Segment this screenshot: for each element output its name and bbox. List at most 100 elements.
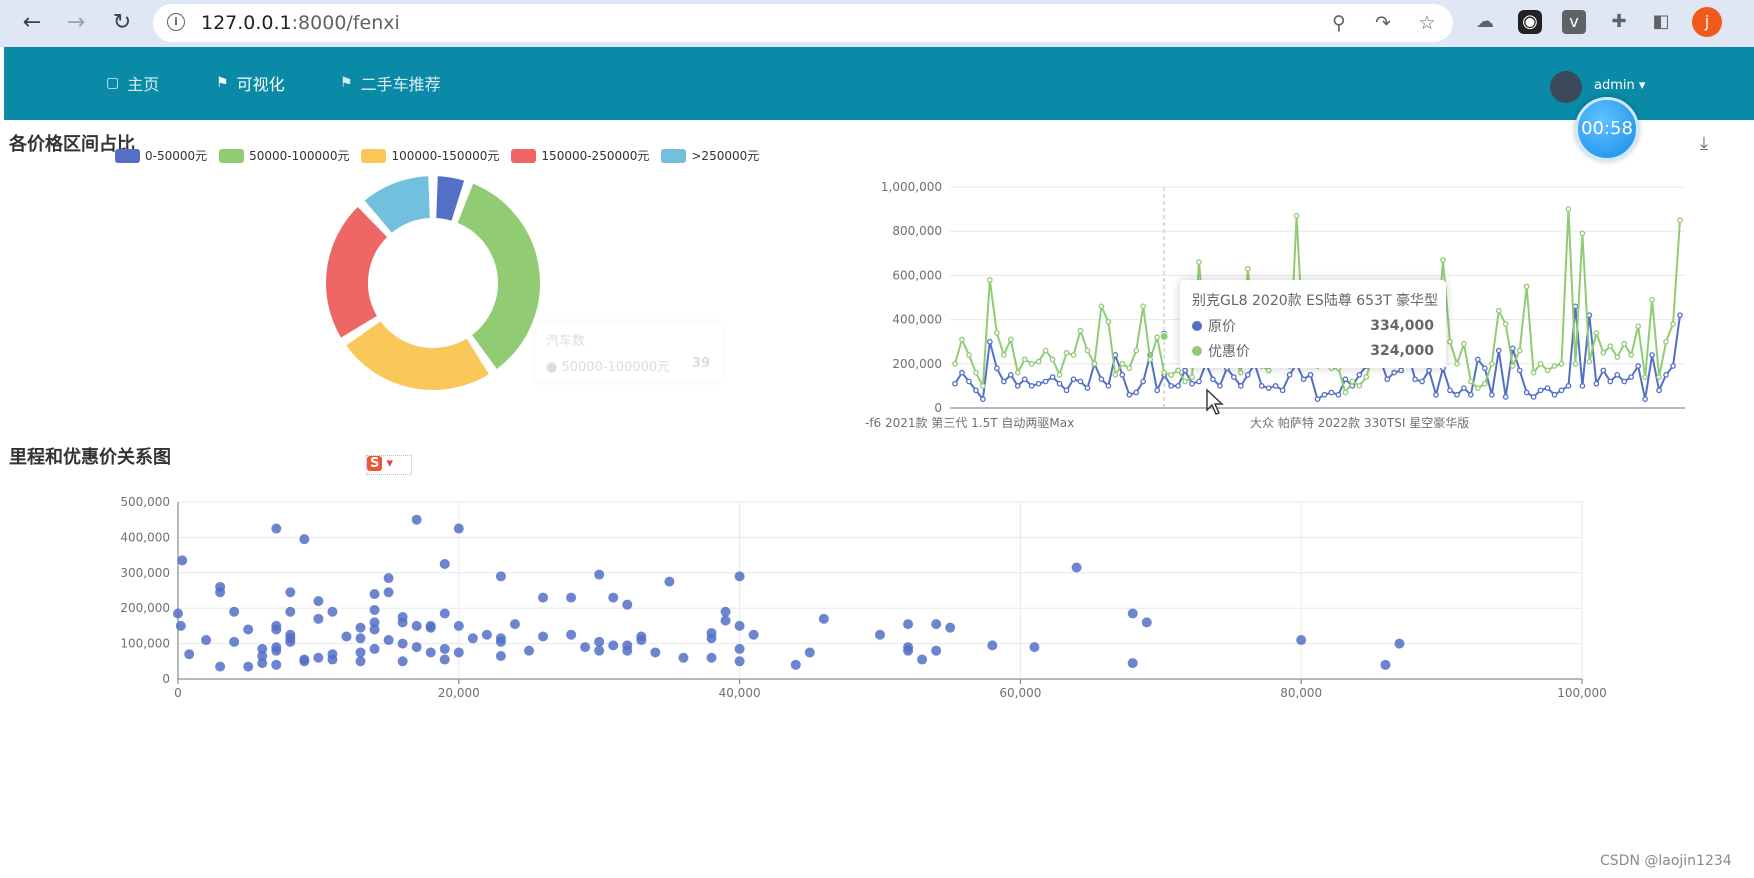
data-point	[1502, 394, 1509, 400]
data-point	[966, 352, 972, 358]
scatter-point	[594, 569, 605, 580]
data-point	[1579, 230, 1586, 237]
data-point	[1189, 380, 1195, 387]
scatter-point	[748, 629, 759, 640]
data-point	[1237, 383, 1244, 389]
data-point	[1321, 391, 1328, 398]
zoom-icon[interactable]: ⚲	[1332, 12, 1346, 34]
scatter-point	[790, 659, 801, 670]
data-point	[1042, 378, 1049, 385]
user-avatar[interactable]	[1550, 71, 1582, 103]
ime-indicator-icon[interactable]: S ▾	[366, 455, 412, 475]
nav-item-recommend[interactable]: ⚑ 二手车推荐	[340, 71, 441, 95]
data-point	[1488, 360, 1495, 367]
data-point	[1196, 378, 1202, 385]
extension-cloud-icon[interactable]: ☁	[1476, 11, 1494, 32]
data-point	[1656, 374, 1662, 380]
scatter-point	[706, 633, 717, 644]
data-point	[1168, 372, 1174, 378]
back-arrow-icon[interactable]: ←	[22, 10, 42, 35]
scatter-point	[734, 643, 745, 654]
nav-item-label: 可视化	[236, 75, 285, 94]
data-point	[952, 360, 958, 367]
scatter-point	[341, 631, 352, 642]
scatter-point	[383, 573, 394, 584]
scatter-point	[313, 596, 324, 607]
y-tick-label: 0	[934, 401, 942, 415]
data-point	[1077, 327, 1084, 334]
share-icon[interactable]: ↷	[1375, 12, 1391, 34]
data-point	[1070, 376, 1077, 383]
site-info-icon[interactable]: i	[167, 13, 185, 31]
tooltip-series: 汽车数	[546, 334, 586, 349]
donut-slice	[362, 174, 432, 236]
extensions-puzzle-icon[interactable]: ✚	[1611, 11, 1627, 32]
scatter-point	[439, 608, 450, 619]
scatter-point	[425, 622, 436, 633]
data-point	[1140, 303, 1147, 310]
data-point	[987, 338, 993, 345]
data-point	[1244, 372, 1251, 378]
scatter-point	[299, 534, 310, 545]
y-tick-label: 500,000	[120, 495, 170, 509]
nav-item-visualization[interactable]: ⚑ 可视化	[216, 71, 285, 95]
data-point	[1000, 352, 1007, 358]
scatter-point	[1296, 635, 1307, 646]
data-point	[1677, 312, 1683, 319]
data-point	[1628, 352, 1635, 358]
x-tick-label: 100,000	[1557, 686, 1607, 700]
scatter-point	[397, 617, 408, 628]
legend-item[interactable]: 50000-100000元	[219, 147, 349, 164]
data-point	[1677, 217, 1683, 224]
scatter-point	[397, 638, 408, 649]
scatter-point	[495, 650, 506, 661]
data-point	[1091, 360, 1098, 367]
bookmark-star-icon[interactable]: ☆	[1418, 12, 1436, 34]
address-bar[interactable]: i 127.0.0.1:8000/fenxi ⚲ ↷ ☆	[153, 4, 1453, 42]
legend-item[interactable]: 150000-250000元	[511, 147, 649, 164]
data-point	[1182, 367, 1188, 374]
forward-arrow-icon[interactable]: →	[66, 10, 86, 35]
legend-swatch	[361, 148, 387, 163]
nav-item-home[interactable]: ▢ 主页	[106, 71, 159, 95]
profile-avatar[interactable]: j	[1692, 7, 1722, 37]
x-tick-label: 20,000	[438, 686, 480, 700]
data-point	[1509, 345, 1516, 352]
extension-v-icon[interactable]: v	[1562, 10, 1586, 34]
extension-glasses-icon[interactable]: ◉	[1518, 10, 1542, 34]
url-text[interactable]: 127.0.0.1:8000/fenxi	[201, 12, 400, 34]
data-point	[1600, 349, 1607, 356]
data-point	[1300, 376, 1307, 383]
scatter-point	[439, 643, 450, 654]
series-dot	[1192, 321, 1202, 331]
donut-slice	[434, 174, 467, 223]
scatter-point	[608, 640, 619, 651]
data-point	[1614, 372, 1621, 378]
tooltip-row-value: 334,000	[1370, 318, 1434, 334]
scatter-point	[215, 587, 226, 598]
legend-item[interactable]: 0-50000元	[115, 147, 207, 164]
data-point	[1565, 383, 1572, 389]
data-point	[1516, 367, 1523, 374]
x-tick-label: 60,000	[999, 686, 1041, 700]
side-panel-icon[interactable]: ◧	[1652, 11, 1670, 32]
scatter-point	[271, 523, 282, 534]
timer-badge[interactable]: 00:58	[1575, 97, 1639, 161]
user-menu[interactable]: admin ▾	[1594, 78, 1646, 93]
data-point	[1523, 283, 1530, 290]
donut-slice	[324, 204, 390, 341]
legend-item[interactable]: >250000元	[661, 147, 759, 164]
data-point	[1398, 367, 1405, 374]
data-point	[1175, 383, 1181, 389]
download-icon[interactable]: ⤓	[1700, 133, 1708, 154]
data-point	[1112, 372, 1119, 378]
scatter-point	[439, 558, 450, 569]
series-dot	[1192, 346, 1202, 356]
data-point	[1509, 363, 1516, 369]
legend-item[interactable]: 100000-150000元	[361, 147, 499, 164]
reload-icon[interactable]: ↻	[112, 10, 132, 35]
scatter-point	[173, 608, 183, 619]
data-point	[1056, 380, 1063, 387]
browser-toolbar: ← → ↻ i 127.0.0.1:8000/fenxi ⚲ ↷ ☆ ☁ ◉ v…	[0, 0, 1754, 47]
scatter-point	[285, 636, 296, 647]
